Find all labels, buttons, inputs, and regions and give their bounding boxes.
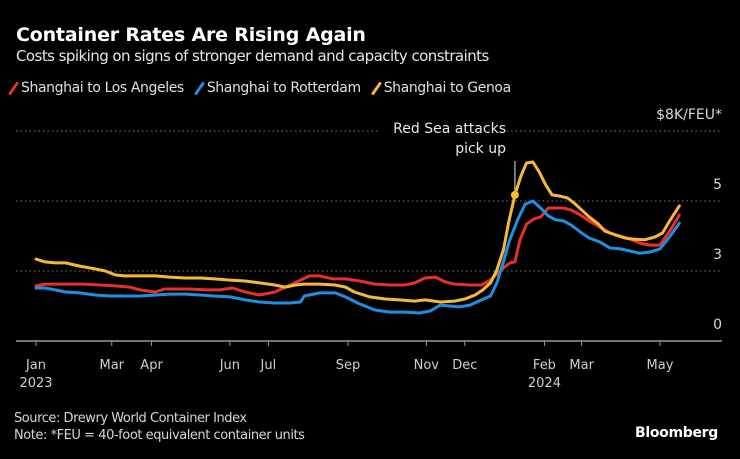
series-line-shanghai-to-genoa [34,160,681,304]
bloomberg-logo: Bloomberg [634,425,718,441]
x-tick-year-label: 2023 [19,376,52,391]
x-tick-label: Jul [260,358,277,373]
legend-label: Shanghai to Los Angeles [21,80,184,96]
series-line-shanghai-to-rotterdam [34,199,681,315]
legend-label: Shanghai to Rotterdam [206,80,361,96]
annotation-text-line1: Red Sea attacks [393,121,506,137]
legend-label: Shanghai to Genoa [383,80,511,96]
gridlines [16,130,722,342]
y-tick-label: 5 [713,177,722,193]
x-tick-label: Dec [452,358,477,373]
footer-notes: Source: Drewry World Container Index Not… [14,410,305,444]
series-lines [34,160,681,315]
x-tick-label: Mar [99,358,124,373]
source-note: Source: Drewry World Container Index [14,411,247,426]
annotation-marker [510,190,519,199]
x-tick-label: Feb [533,358,556,373]
y-tick-label: $8K/FEU* [656,107,722,123]
y-tick-label: 0 [713,317,722,333]
x-tick-label: May [647,358,674,373]
x-tick-label: Mar [569,358,594,373]
x-tick-label: Sep [336,358,361,373]
legend-item-los-angeles: Shanghai to Los Angeles [7,80,184,96]
annotation-marker-dot [510,190,519,199]
legend-item-genoa: Shanghai to Genoa [370,80,511,96]
x-tick-label: Apr [140,358,163,373]
x-tick-year-label: 2024 [528,376,561,391]
x-tick-label: Jun [219,358,240,373]
chart-subtitle: Costs spiking on signs of stronger deman… [16,47,489,65]
series-line-shanghai-to-los-angeles [34,206,681,297]
y-axis-labels: 0 3 5 $8K/FEU* [656,107,722,333]
y-tick-label: 3 [713,247,722,263]
legend-item-rotterdam: Shanghai to Rotterdam [193,80,361,96]
legend: Shanghai to Los Angeles Shanghai to Rott… [7,80,511,96]
annotation: Red Sea attacks pick up [378,120,516,195]
x-tick-label: Jan [25,358,46,373]
x-axis: Jan 2023 Mar Apr Jun Jul Sep Nov Dec Feb 2024 Mar Ma… [19,341,674,391]
x-tick-label: Nov [414,358,440,373]
chart-title: Container Rates Are Rising Again [16,24,366,46]
annotation-label-bg [378,120,506,136]
annotation-text-line2: pick up [455,141,506,157]
footnote: Note: *FEU = 40-foot equivalent containe… [14,428,305,443]
